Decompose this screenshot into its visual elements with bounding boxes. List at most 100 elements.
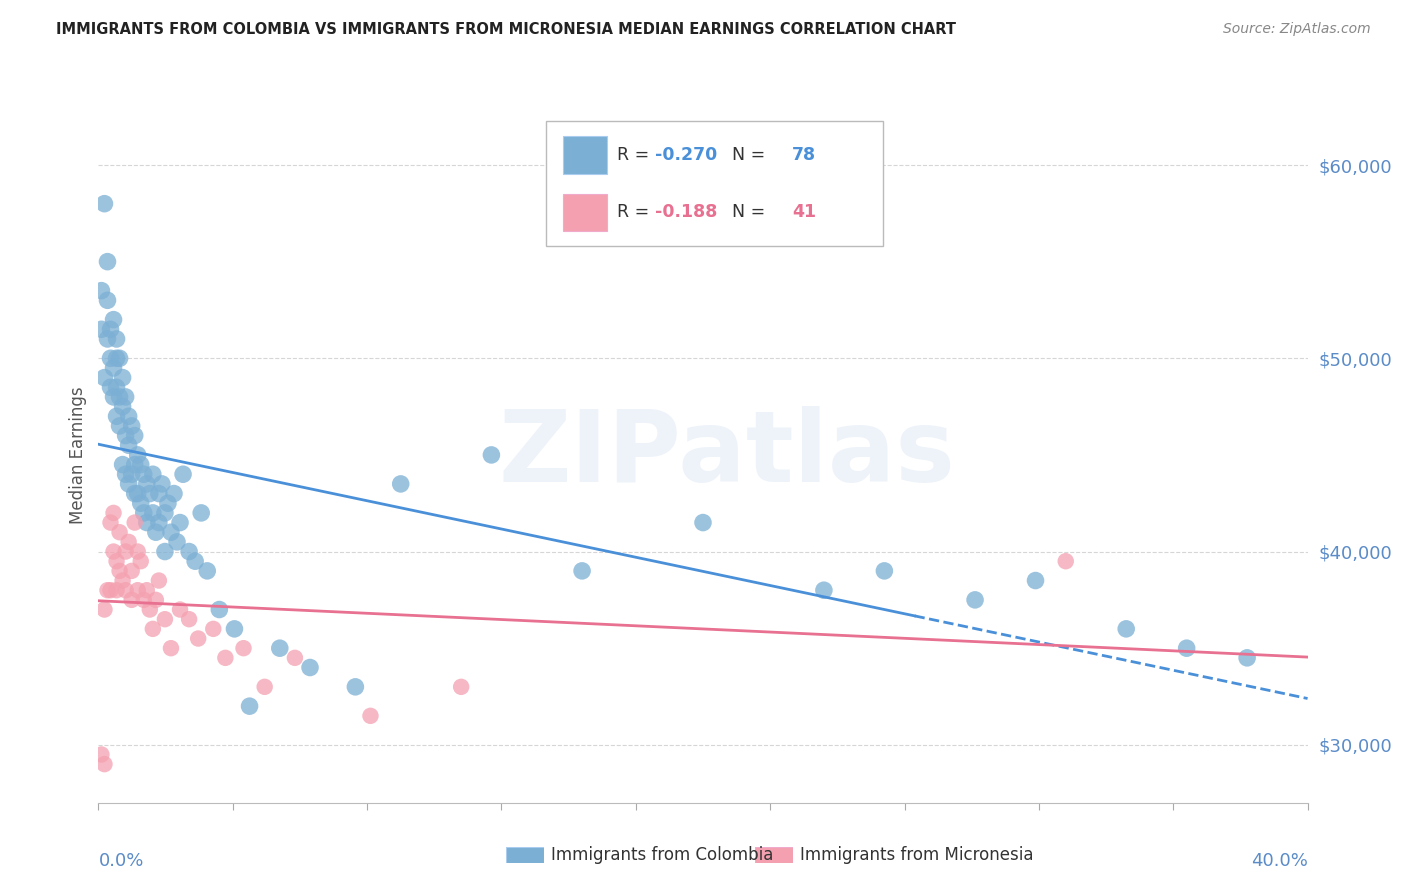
Point [103,361,125,376]
Point [93,370,115,384]
Point [132,467,155,482]
Point [127,583,149,598]
Point [965,592,987,607]
Point [93,196,115,211]
Point [148,486,170,500]
Point [148,516,170,530]
Point [111,458,134,472]
FancyBboxPatch shape [562,194,606,231]
Point [105,380,128,394]
Text: -0.270: -0.270 [655,146,717,164]
Point [103,544,125,558]
Point [145,525,167,540]
Point [114,544,136,558]
Point [105,332,128,346]
Y-axis label: Median Earnings: Median Earnings [69,386,87,524]
Point [873,564,896,578]
Point [135,476,157,491]
Point [129,496,152,510]
Point [124,428,146,442]
FancyBboxPatch shape [506,847,544,863]
Point [150,476,173,491]
Point [108,351,131,366]
Point [90,284,112,298]
Point [153,612,176,626]
Point [108,419,131,434]
Point [132,592,155,607]
Point [1236,651,1258,665]
Point [202,622,225,636]
Point [111,574,134,588]
Point [135,583,157,598]
Point [214,651,236,665]
Point [108,390,131,404]
Point [127,544,149,558]
Point [299,660,322,674]
Text: IMMIGRANTS FROM COLOMBIA VS IMMIGRANTS FROM MICRONESIA MEDIAN EARNINGS CORRELATI: IMMIGRANTS FROM COLOMBIA VS IMMIGRANTS F… [56,22,956,37]
Point [132,506,155,520]
Point [114,390,136,404]
Point [166,535,188,549]
Point [169,602,191,616]
Point [813,583,835,598]
Text: ZIPatlas: ZIPatlas [499,407,956,503]
Point [129,458,152,472]
Point [142,622,165,636]
Point [239,699,262,714]
Point [195,564,218,578]
Point [1115,622,1137,636]
Point [1054,554,1077,568]
Point [111,400,134,414]
Point [90,322,112,336]
FancyBboxPatch shape [546,121,883,246]
Point [139,486,162,500]
Point [108,525,131,540]
Text: R =: R = [617,146,654,164]
Text: N =: N = [721,203,770,221]
Point [481,448,503,462]
Point [100,380,122,394]
Point [124,516,146,530]
Point [114,467,136,482]
Point [344,680,367,694]
Point [114,428,136,442]
Point [172,467,194,482]
Text: 0.0%: 0.0% [98,852,143,870]
Point [103,390,125,404]
Point [121,419,143,434]
Point [121,467,143,482]
Point [253,680,276,694]
Point [90,747,112,762]
Point [190,506,212,520]
Point [100,351,122,366]
Text: 41: 41 [792,203,817,221]
Point [163,486,186,500]
Point [153,506,176,520]
Text: 78: 78 [792,146,817,164]
Point [450,680,472,694]
Point [108,564,131,578]
Point [129,554,152,568]
Text: 40.0%: 40.0% [1251,852,1308,870]
Point [160,525,183,540]
Point [169,516,191,530]
Point [208,602,231,616]
Point [127,448,149,462]
Point [100,583,122,598]
FancyBboxPatch shape [562,136,606,174]
Point [1024,574,1046,588]
Point [93,757,115,772]
Point [160,641,183,656]
Point [269,641,291,656]
Point [177,612,201,626]
Point [105,554,128,568]
Point [232,641,254,656]
Point [135,516,157,530]
Point [96,293,118,308]
Point [156,496,179,510]
Point [360,708,382,723]
Point [121,592,143,607]
Point [1175,641,1198,656]
Point [124,458,146,472]
Point [118,409,141,424]
